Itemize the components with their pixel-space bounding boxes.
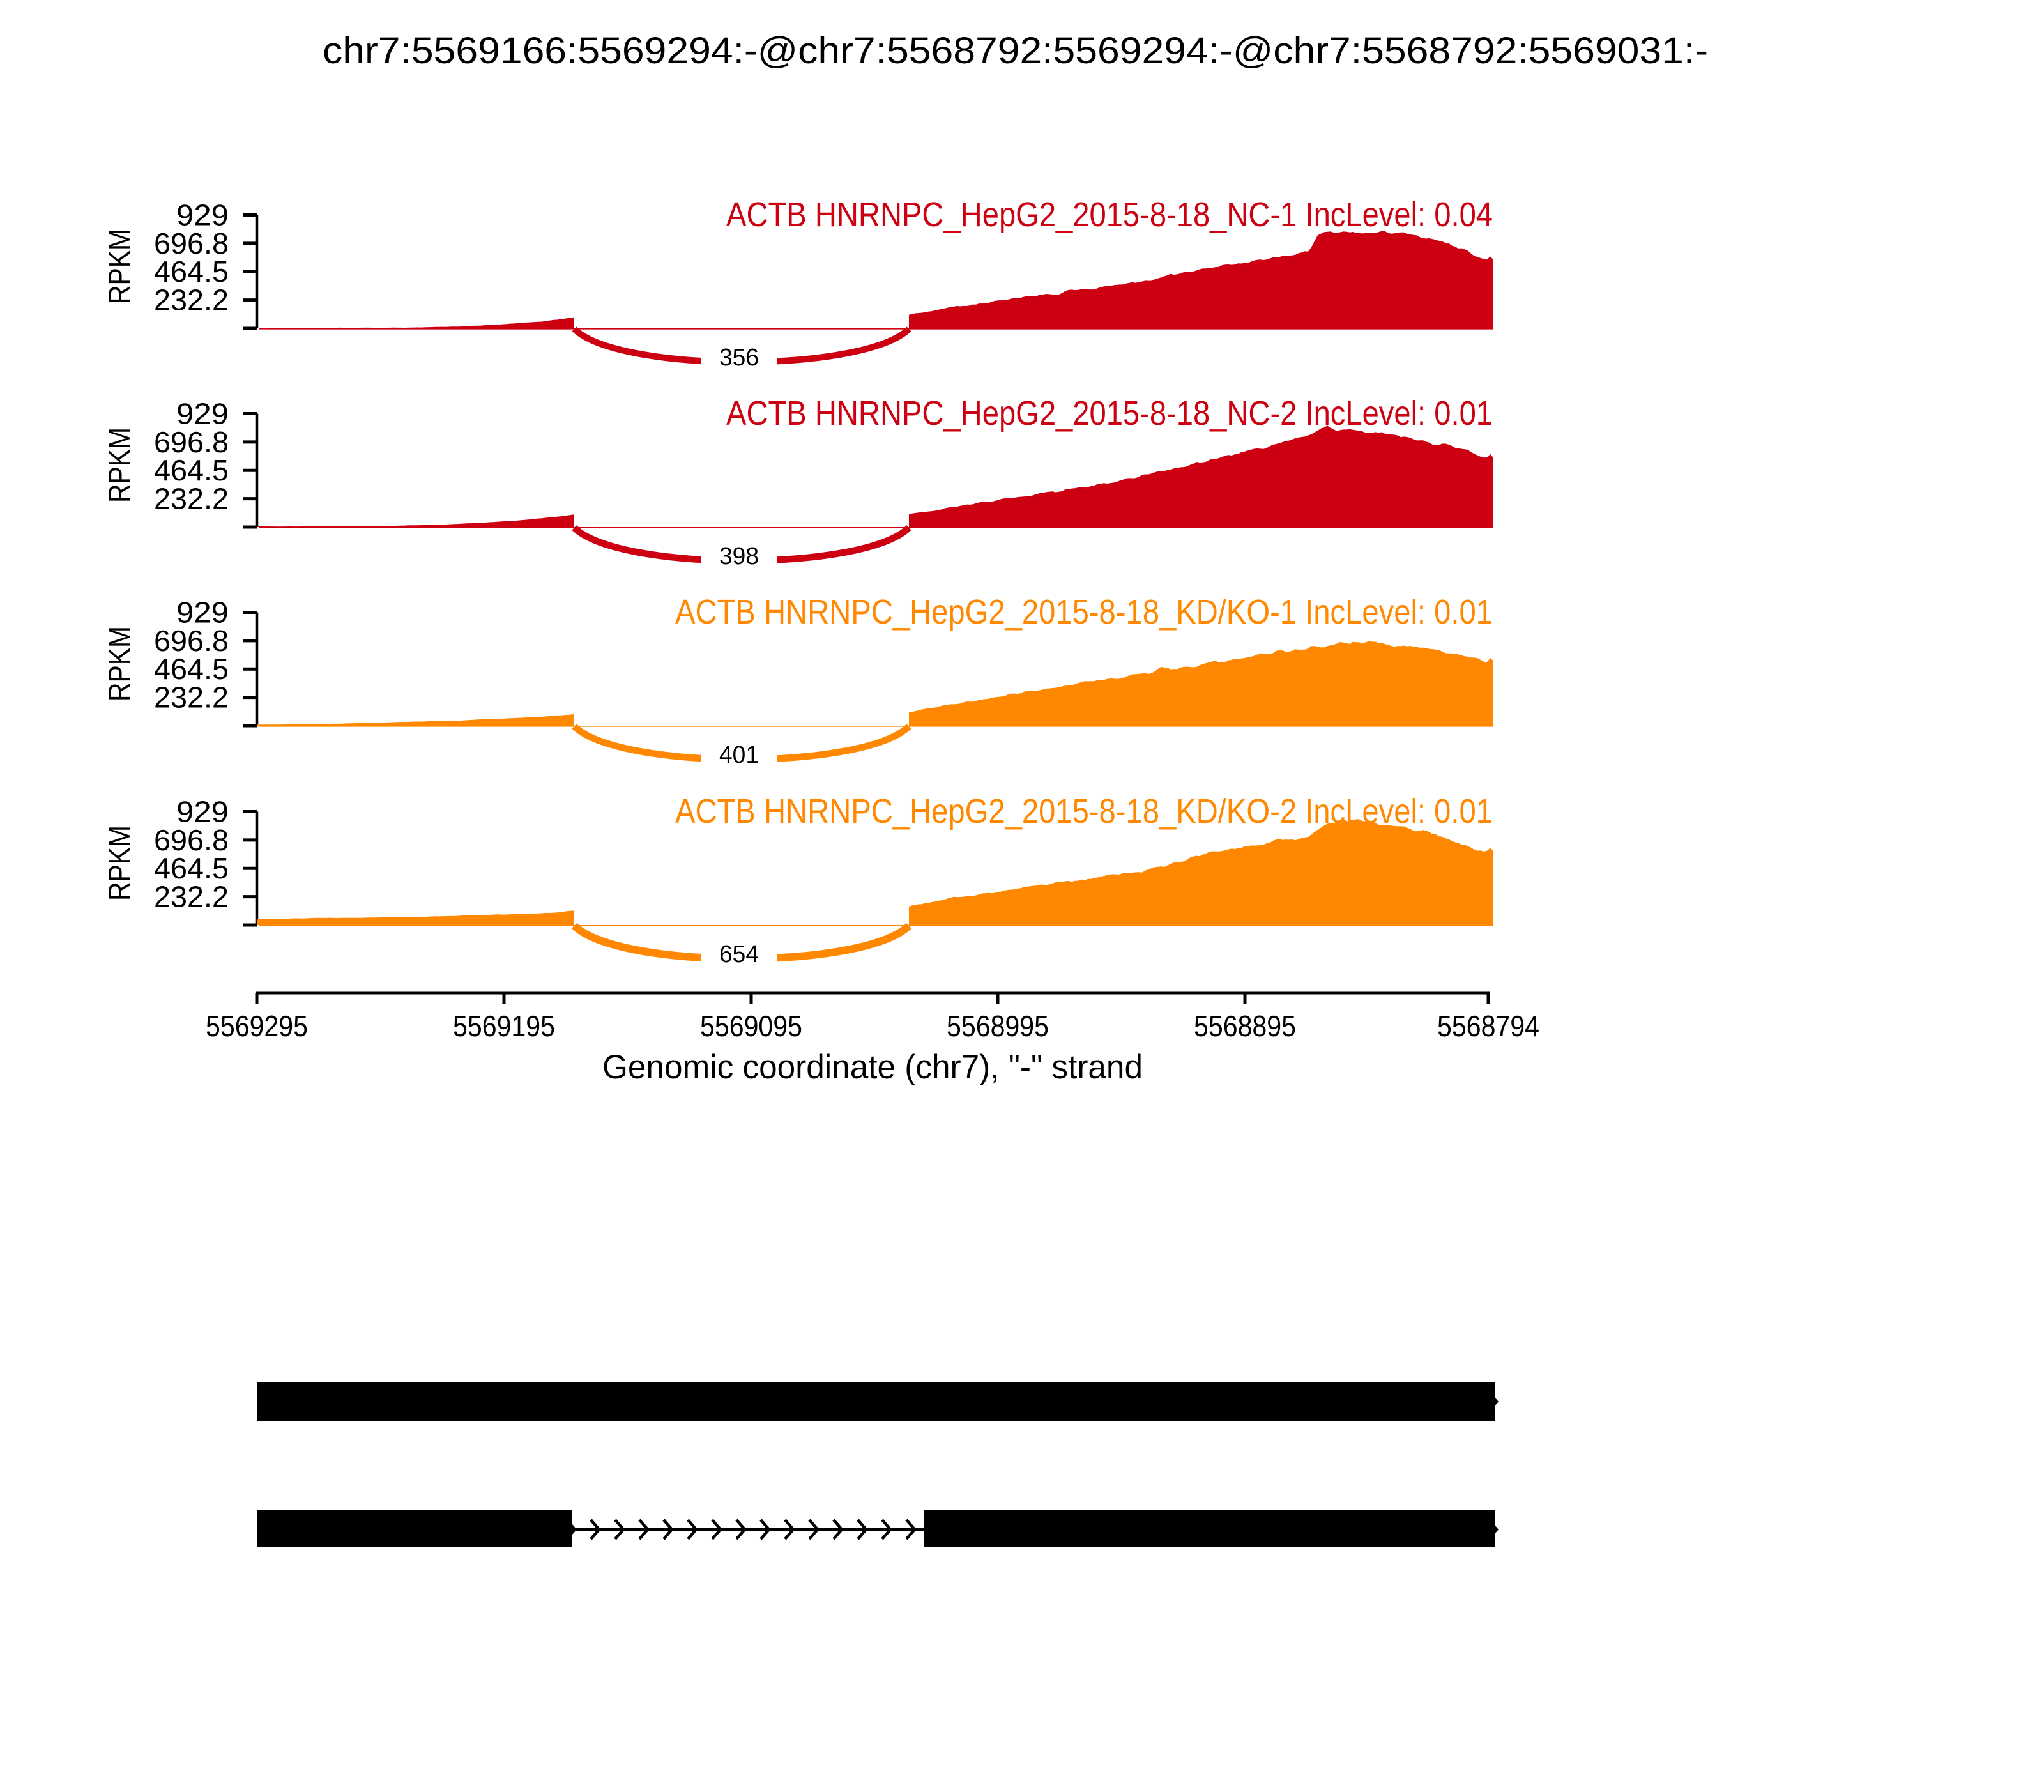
svg-text:5569295: 5569295 [206,1009,308,1043]
svg-text:398: 398 [719,543,759,570]
svg-text:232.2: 232.2 [154,284,229,317]
svg-text:929: 929 [176,397,229,431]
svg-text:929: 929 [176,199,229,232]
svg-text:696.8: 696.8 [154,227,229,260]
svg-text:ACTB HNRNPC_HepG2_2015-8-18_KD: ACTB HNRNPC_HepG2_2015-8-18_KD/KO-2 IncL… [675,792,1493,831]
svg-text:RPKM: RPKM [102,427,136,503]
svg-text:ACTB HNRNPC_HepG2_2015-8-18_KD: ACTB HNRNPC_HepG2_2015-8-18_KD/KO-1 IncL… [675,593,1493,631]
svg-text:464.5: 464.5 [154,454,229,487]
svg-text:5569095: 5569095 [700,1009,802,1043]
svg-text:ACTB HNRNPC_HepG2_2015-8-18_NC: ACTB HNRNPC_HepG2_2015-8-18_NC-1 IncLeve… [726,195,1493,234]
svg-text:Genomic coordinate (chr7), "-": Genomic coordinate (chr7), "-" strand [602,1048,1143,1086]
svg-text:696.8: 696.8 [154,823,229,857]
svg-text:464.5: 464.5 [154,852,229,885]
svg-text:356: 356 [719,344,759,371]
svg-text:5568995: 5568995 [947,1009,1049,1043]
svg-text:654: 654 [719,941,759,968]
svg-text:RPKM: RPKM [102,229,136,304]
svg-text:RPKM: RPKM [102,825,136,901]
svg-text:232.2: 232.2 [154,880,229,914]
svg-text:696.8: 696.8 [154,425,229,459]
svg-text:464.5: 464.5 [154,255,229,288]
svg-text:401: 401 [719,742,759,769]
svg-text:464.5: 464.5 [154,652,229,685]
svg-text:929: 929 [176,795,229,829]
svg-text:5569195: 5569195 [453,1009,555,1043]
svg-text:232.2: 232.2 [154,482,229,516]
svg-text:5568895: 5568895 [1194,1009,1296,1043]
svg-text:ACTB HNRNPC_HepG2_2015-8-18_NC: ACTB HNRNPC_HepG2_2015-8-18_NC-2 IncLeve… [726,394,1493,433]
svg-text:929: 929 [176,596,229,629]
svg-text:696.8: 696.8 [154,624,229,657]
svg-text:RPKM: RPKM [102,626,136,701]
svg-text:chr7:5569166:5569294:-@chr7:55: chr7:5569166:5569294:-@chr7:5568792:5569… [323,30,1708,72]
svg-text:232.2: 232.2 [154,681,229,714]
svg-text:5568794: 5568794 [1437,1009,1539,1043]
